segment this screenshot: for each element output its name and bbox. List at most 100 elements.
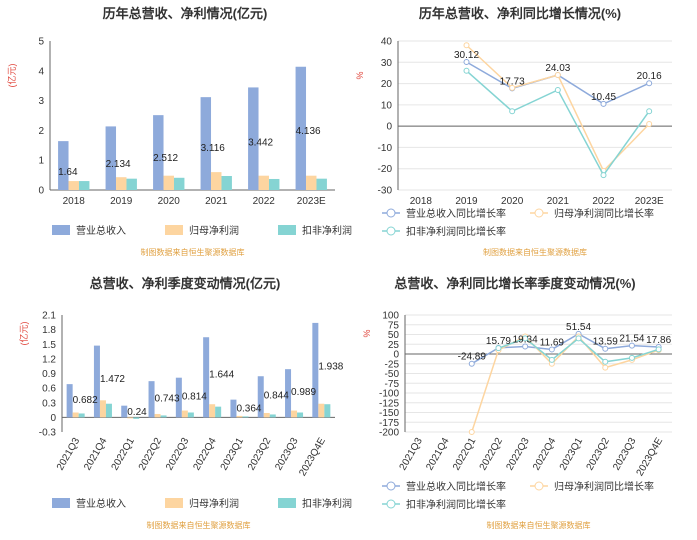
bar-扣非净利润 [105, 403, 112, 418]
y-axis-unit: % [362, 329, 372, 337]
y-tick-label: 1 [38, 156, 44, 167]
x-tick-label: 2018 [63, 196, 86, 207]
legend-label: 归母净利润 [189, 497, 239, 510]
legend-item[interactable]: 归母净利润同比增长率 [530, 207, 654, 220]
bar-扣非净利润 [316, 178, 327, 190]
bar-营业总收入 [200, 97, 212, 190]
data-label: 10.45 [591, 92, 616, 103]
legend-item[interactable]: 扣非净利润 [278, 224, 352, 237]
chart-title: 总营收、净利季度变动情况(亿元) [90, 276, 281, 291]
y-tick-label: 50 [388, 330, 400, 341]
y-tick-label: -125 [379, 398, 399, 409]
chart-title: 历年总营收、净利情况(亿元) [103, 6, 268, 21]
y-tick-label: 10 [381, 100, 393, 111]
x-tick-label: 2019 [110, 196, 133, 207]
bar-扣非净利润 [221, 175, 232, 190]
bar-扣非净利润 [297, 412, 304, 418]
y-tick-label: -0.3 [39, 428, 57, 439]
chart-panel-1: 历年总营收、净利情况(亿元) (亿元) 0 1 2 3 4 5 2018 2019 2020 2021… [6, 6, 352, 257]
legend-swatch [278, 225, 296, 235]
bar-归母净利润 [236, 415, 243, 418]
bar-归母净利润 [116, 177, 127, 190]
legend-item[interactable]: 归母净利润 [165, 497, 239, 510]
x-tick-label: 2021Q3 [55, 436, 83, 473]
point-归母净利润同比增长率 [509, 84, 516, 91]
x-tick-label: 2022Q1 [110, 436, 138, 473]
legend-marker [534, 481, 544, 491]
y-tick-label: 100 [382, 311, 399, 322]
legend-label: 营业总收入同比增长率 [406, 207, 506, 220]
data-label: 4.136 [296, 126, 321, 137]
legend-label: 归母净利润同比增长率 [554, 480, 654, 493]
bar-营业总收入 [175, 377, 182, 418]
point-归母净利润同比增长率 [468, 429, 475, 435]
bar-营业总收入 [153, 115, 164, 190]
bar-营业总收入 [257, 376, 264, 418]
y-tick-label: -10 [378, 143, 393, 154]
chart-panel-4: 总营收、净利同比增长率季度变动情况(%)% -200-175-150-125-10… [362, 276, 672, 530]
legend-item[interactable]: 营业总收入 [52, 497, 126, 510]
x-tick-label: 2018 [410, 196, 433, 207]
point-归母净利润同比增长率 [646, 121, 653, 128]
y-tick-label: -25 [385, 359, 400, 370]
legend-item[interactable]: 扣非净利润同比增长率 [382, 498, 506, 511]
chart-panel-3: 总营收、净利季度变动情况(亿元) (亿元) -0.3 0 0.3 0.6 0.9 1.2 1.5… [18, 276, 352, 530]
x-tick-label: 2023Q3 [273, 436, 301, 473]
y-tick-label: -200 [379, 428, 399, 439]
legend-item[interactable]: 扣非净利润同比增长率 [382, 225, 506, 238]
data-label: 1.64 [58, 167, 78, 178]
data-label: 3.442 [248, 138, 273, 149]
legend-item[interactable]: 营业总收入同比增长率 [382, 480, 506, 493]
data-label: 20.16 [637, 71, 662, 82]
bar-营业总收入 [248, 87, 259, 190]
y-tick-label: 0.6 [42, 384, 56, 395]
x-tick-label: 2021Q3 [398, 436, 426, 473]
point-扣非净利润同比增长率 [522, 335, 529, 342]
legend-item[interactable]: 扣非净利润 [278, 497, 352, 510]
legend-marker [386, 208, 396, 218]
y-tick-label: 0 [386, 122, 392, 133]
point-归母净利润同比增长率 [602, 364, 609, 371]
legend-swatch [52, 225, 70, 235]
x-tick-label: 2022Q2 [137, 436, 165, 473]
data-label: 2.512 [153, 153, 178, 164]
legend-item[interactable]: 营业总收入同比增长率 [382, 207, 506, 220]
legend-item[interactable]: 营业总收入 [52, 224, 126, 237]
x-tick-label: 2020 [501, 196, 524, 207]
data-label: 0.844 [264, 391, 289, 402]
bar-归母净利润 [291, 410, 298, 418]
point-扣非净利润同比增长率 [602, 358, 609, 365]
x-tick-label: 2021 [547, 196, 570, 207]
x-tick-label: 2023Q2 [585, 436, 613, 473]
data-label: 13.59 [593, 337, 618, 348]
y-tick-label: 4 [38, 66, 44, 77]
chart-title: 历年总营收、净利同比增长情况(%) [419, 6, 621, 21]
legend-swatch [165, 498, 183, 508]
y-tick-label: 1.2 [42, 354, 56, 365]
legend-label: 扣非净利润 [302, 224, 352, 237]
bar-营业总收入 [93, 345, 100, 418]
bar-扣非净利润 [160, 415, 167, 418]
y-axis-unit: (亿元) [18, 322, 29, 346]
y-tick-label: 0.3 [42, 398, 56, 409]
x-tick-label: 2020 [158, 196, 181, 207]
point-扣非净利润同比增长率 [509, 108, 516, 115]
y-tick-label: 0 [393, 350, 399, 361]
legend-marker [386, 226, 396, 236]
bar-归母净利润 [154, 413, 161, 418]
y-tick-label: 2.1 [42, 311, 56, 322]
data-label: -24.89 [458, 352, 487, 363]
bar-营业总收入 [105, 126, 117, 190]
data-label: 0.814 [182, 392, 207, 403]
point-扣非净利润同比增长率 [548, 356, 555, 363]
data-label: 11.69 [540, 337, 565, 348]
legend-item[interactable]: 归母净利润 [165, 224, 239, 237]
bar-归母净利润 [209, 404, 216, 418]
point-营业总收入同比增长率 [600, 100, 607, 107]
legend-label: 营业总收入 [76, 497, 126, 510]
x-tick-label: 2023E [635, 196, 664, 207]
x-tick-label: 2023Q1 [558, 436, 586, 473]
data-label: 21.54 [619, 334, 644, 345]
legend-item[interactable]: 归母净利润同比增长率 [530, 480, 654, 493]
point-营业总收入同比增长率 [468, 360, 475, 367]
